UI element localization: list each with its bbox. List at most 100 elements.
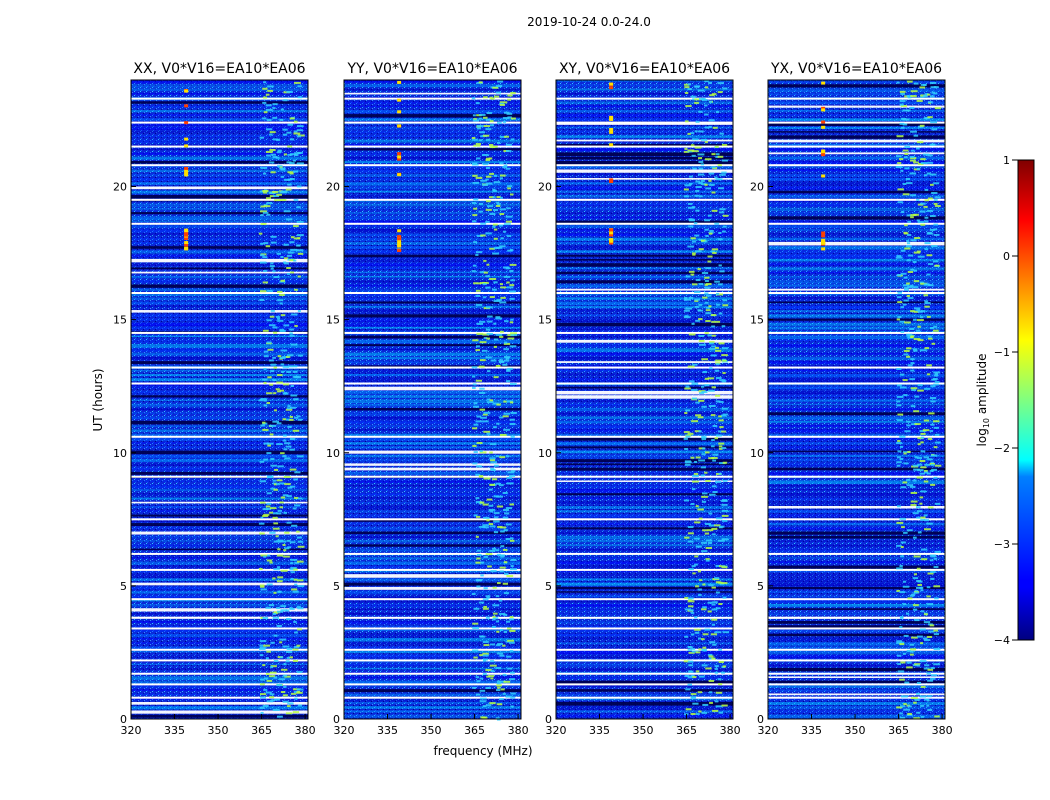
rfi-band-streak [714, 631, 722, 634]
rfi-band-streak [269, 195, 275, 198]
rfi-band-streak [694, 631, 700, 634]
rfi-band-streak [704, 532, 710, 535]
time-row [768, 131, 945, 133]
rfi-band-streak [260, 616, 265, 619]
rfi-band-streak [701, 638, 705, 641]
time-row [344, 446, 521, 449]
flagged-row [131, 164, 308, 167]
rfi-band-streak [704, 86, 709, 89]
rfi-band-streak [503, 164, 508, 167]
rfi-band-streak [265, 691, 272, 694]
time-row [556, 327, 733, 330]
rfi-band-streak [263, 111, 268, 114]
rfi-band-streak [896, 400, 901, 403]
rfi-band-streak [280, 452, 285, 455]
rfi-band-streak [910, 358, 915, 361]
rfi-band-streak [477, 127, 481, 130]
rfi-band-streak [497, 582, 501, 585]
rfi-band-streak [294, 471, 301, 474]
y-tick-label: 10 [750, 447, 764, 460]
time-row [344, 335, 521, 339]
rfi-band-streak [722, 225, 727, 228]
rfi-band-streak [486, 332, 494, 335]
rfi-band-streak [721, 325, 726, 328]
rfi-band-streak [498, 484, 504, 487]
rfi-band-streak [486, 519, 490, 522]
rfi-band-streak [260, 588, 267, 591]
time-row [768, 480, 945, 484]
x-tick-label: 380 [932, 724, 953, 737]
rfi-band-streak [691, 565, 696, 568]
time-row [768, 237, 945, 241]
rfi-band-streak [923, 471, 929, 474]
rfi-band-streak [704, 240, 708, 243]
rfi-band-streak [478, 365, 485, 368]
rfi-band-streak [263, 355, 269, 358]
rfi-band-streak [492, 209, 498, 212]
rfi-band-streak [923, 514, 928, 517]
rfi-band-streak [712, 709, 719, 712]
rfi-band-streak [259, 584, 265, 587]
rfi-band-streak [259, 683, 265, 686]
time-row [344, 280, 521, 284]
time-row [768, 540, 945, 542]
rfi-band-streak [899, 517, 907, 520]
rfi-band-streak [492, 196, 496, 199]
rfi-band-streak [509, 383, 517, 386]
rfi-band-streak [896, 640, 903, 643]
x-tick-label: 380 [508, 724, 529, 737]
rfi-band-streak [499, 628, 504, 631]
rfi-band-streak [489, 213, 496, 216]
rfi-band-streak [704, 228, 709, 231]
time-row [556, 344, 733, 348]
rfi-band-streak [505, 620, 510, 623]
rfi-band-streak [900, 92, 905, 95]
rfi-band-streak [292, 507, 297, 510]
rfi-band-streak [289, 321, 295, 324]
rfi-band-streak [492, 252, 500, 255]
rfi-band-streak [508, 290, 516, 293]
rfi-band-streak [476, 415, 482, 418]
time-row [131, 420, 308, 425]
rfi-band-streak [907, 450, 911, 453]
rfi-band-streak [285, 712, 293, 715]
rfi-band-streak [899, 373, 905, 376]
rfi-band-streak [905, 182, 913, 185]
rfi-band-streak [722, 87, 728, 90]
rfi-band-streak [920, 95, 925, 98]
rfi-band-streak [924, 188, 929, 191]
time-row [344, 399, 521, 404]
rfi-band-streak [685, 105, 692, 108]
time-row [344, 650, 521, 654]
rfi-band-streak [289, 162, 295, 165]
rfi-band-streak [896, 641, 902, 644]
rfi-band-streak [708, 512, 713, 515]
rfi-band-streak [896, 706, 903, 709]
rfi-band-streak [503, 613, 508, 616]
flagged-row [131, 97, 308, 100]
time-row [556, 275, 733, 279]
rfi-band-streak [717, 539, 725, 542]
rfi-band-streak [708, 524, 715, 527]
rfi-band-streak [896, 461, 902, 464]
rfi-band-streak [472, 427, 478, 430]
rfi-band-streak [930, 385, 936, 388]
time-row [768, 710, 945, 713]
rfi-band-streak [273, 331, 278, 334]
time-row [131, 403, 308, 407]
rfi-band-streak [896, 384, 902, 387]
rfi-band-streak [499, 335, 504, 338]
time-row [131, 531, 308, 535]
rfi-band-streak [919, 460, 926, 463]
rfi-band-streak [899, 712, 903, 715]
rfi-band-streak [486, 263, 490, 266]
rfi-band-streak [923, 95, 928, 98]
rfi-band-streak [907, 364, 913, 367]
time-row [344, 697, 521, 702]
colorbar-tick-label: 0 [1003, 250, 1010, 263]
time-row [768, 339, 945, 342]
rfi-band-streak [275, 315, 280, 318]
rfi-band-streak [489, 247, 496, 250]
time-row [131, 318, 308, 321]
